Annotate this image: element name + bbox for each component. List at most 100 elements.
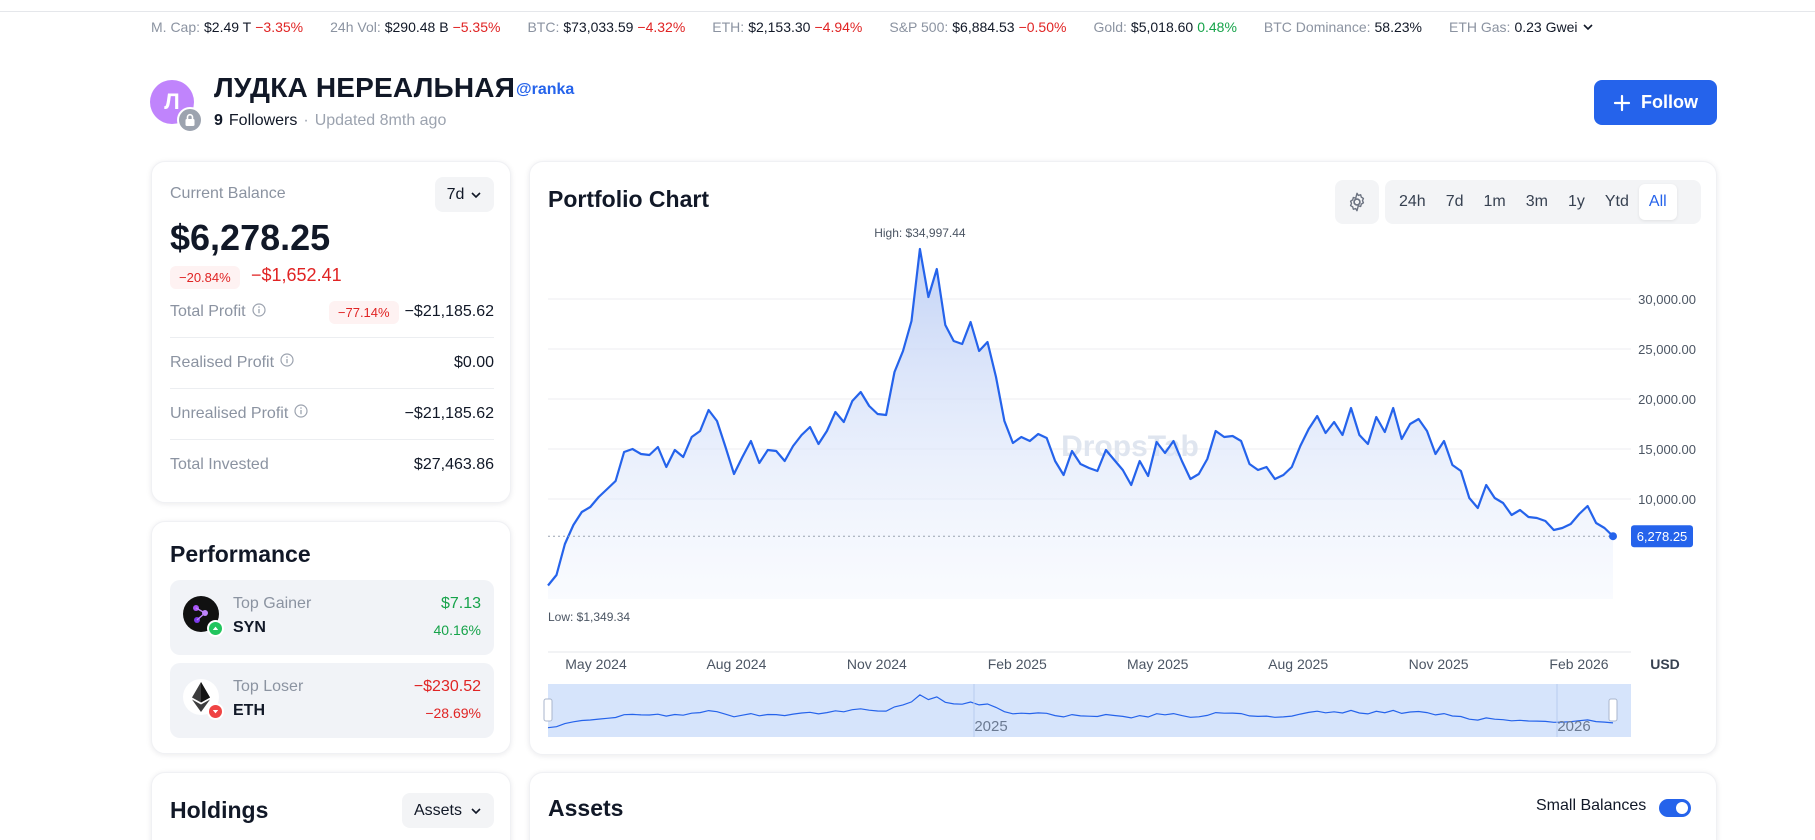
follow-button[interactable]: Follow — [1594, 80, 1717, 125]
balance-row-label-wrap: Unrealised Profit — [170, 404, 308, 423]
balance-row-value: $27,463.86 — [414, 456, 494, 474]
holdings-title: Holdings — [170, 797, 268, 824]
top-loser-pct: −28.69% — [425, 705, 481, 721]
holdings-view-value: Assets — [414, 802, 462, 820]
info-icon[interactable] — [252, 303, 266, 322]
current-balance-value: $6,278.25 — [170, 217, 330, 259]
x-tick-label: Feb 2025 — [988, 656, 1047, 672]
top-gainer-pct: 40.16% — [434, 622, 481, 638]
followers-link[interactable]: Followers — [229, 112, 297, 130]
top-gainer-value: $7.13 — [441, 595, 481, 613]
chevron-down-icon — [470, 805, 482, 817]
info-icon[interactable] — [294, 404, 308, 423]
x-tick-label: May 2025 — [1127, 656, 1189, 672]
ticker-label: Gold: — [1093, 19, 1126, 35]
ticker-change: −0.50% — [1019, 19, 1067, 35]
x-tick-label: Nov 2025 — [1409, 656, 1469, 672]
balance-row: Total Invested $27,463.86 — [170, 439, 494, 489]
navigator-year-label: 2026 — [1557, 718, 1590, 735]
ticker-label: M. Cap: — [151, 19, 200, 35]
current-value-label: 6,278.25 — [1637, 529, 1688, 544]
balance-row-label-wrap: Total Invested — [170, 456, 269, 474]
ticker-item[interactable]: ETH Gas:0.23 Gwei — [1449, 19, 1594, 35]
balance-row-label: Total Profit — [170, 303, 246, 321]
profile-handle[interactable]: @ranka — [516, 81, 574, 99]
top-gainer-label: Top Gainer — [233, 595, 311, 613]
ticker-item: S&P 500:$6,884.53 −0.50% — [889, 19, 1066, 35]
y-tick-label: 20,000.00 — [1638, 392, 1696, 407]
updated-text: Updated 8mth ago — [315, 112, 447, 130]
balance-row-values: −$21,185.62 — [405, 405, 494, 423]
x-tick-label: Feb 2026 — [1549, 656, 1608, 672]
ticker-item: BTC Dominance:58.23% — [1264, 19, 1422, 35]
plus-icon — [1613, 94, 1631, 112]
ticker-label: 24h Vol: — [330, 19, 381, 35]
avatar-letter: Л — [164, 89, 179, 115]
balance-row-value: −$21,185.62 — [405, 303, 494, 321]
balance-row-label: Total Invested — [170, 456, 269, 474]
top-loser[interactable]: Top Loser ETH −$230.52 −28.69% — [170, 663, 494, 738]
top-gainer[interactable]: Top Gainer SYN $7.13 40.16% — [170, 580, 494, 655]
balance-row-value: −$21,185.62 — [405, 405, 494, 423]
assets-title: Assets — [548, 795, 623, 822]
balance-row-label: Realised Profit — [170, 354, 274, 372]
up-arrow-icon — [207, 620, 224, 637]
portfolio-chart-card: Portfolio Chart 24h7d1m3m1yYtdAll 10,000… — [529, 161, 1717, 755]
down-arrow-icon — [207, 703, 224, 720]
ticker-label: BTC: — [527, 19, 559, 35]
navigator-year-label: 2025 — [974, 718, 1007, 735]
balance-row-label-wrap: Total Profit — [170, 303, 266, 322]
ticker-value: $5,018.60 — [1131, 19, 1193, 35]
area-fill — [548, 249, 1613, 599]
ticker-change: −3.35% — [255, 19, 303, 35]
y-tick-label: 10,000.00 — [1638, 492, 1696, 507]
balance-row-pct: −77.14% — [329, 301, 399, 324]
current-value-marker — [1609, 532, 1617, 540]
high-label: High: $34,997.44 — [874, 226, 966, 240]
small-balances-toggle[interactable] — [1659, 799, 1691, 817]
balance-row-values: $27,463.86 — [414, 456, 494, 474]
ticker-label: ETH: — [712, 19, 744, 35]
ticker-item: M. Cap:$2.49 T−3.35% — [151, 19, 303, 35]
balance-row: Realised Profit$0.00 — [170, 337, 494, 387]
current-balance-label: Current Balance — [170, 185, 286, 203]
x-tick-label: Aug 2025 — [1268, 656, 1328, 672]
currency-label: USD — [1650, 656, 1680, 672]
ticker-value: 58.23% — [1375, 19, 1422, 35]
market-ticker: M. Cap:$2.49 T−3.35% 24h Vol:$290.48 B−5.… — [151, 19, 1594, 35]
x-tick-label: May 2024 — [565, 656, 627, 672]
ticker-value: $290.48 B — [385, 19, 449, 35]
top-gainer-symbol: SYN — [233, 619, 266, 637]
ticker-label: S&P 500: — [889, 19, 948, 35]
info-icon[interactable] — [280, 353, 294, 372]
x-tick-label: Nov 2024 — [847, 656, 907, 672]
top-loser-symbol: ETH — [233, 702, 265, 720]
chevron-down-icon — [1582, 21, 1594, 33]
ticker-item: ETH:$2,153.30−4.94% — [712, 19, 862, 35]
balance-change-abs: −$1,652.41 — [251, 265, 342, 286]
profile-meta: 9 Followers · Updated 8mth ago — [214, 112, 446, 130]
ticker-item: Gold:$5,018.600.48% — [1093, 19, 1236, 35]
followers-count: 9 — [214, 112, 223, 130]
balance-row-values: −77.14% −$21,185.62 — [329, 301, 494, 324]
ticker-change: −4.32% — [637, 19, 685, 35]
meta-separator: · — [303, 112, 308, 130]
navigator-handle-left[interactable] — [544, 699, 552, 721]
y-tick-label: 25,000.00 — [1638, 342, 1696, 357]
ticker-item: 24h Vol:$290.48 B−5.35% — [330, 19, 500, 35]
portfolio-chart[interactable]: 10,000.0015,000.0020,000.0025,000.0030,0… — [530, 162, 1718, 756]
navigator-handle-right[interactable] — [1609, 699, 1617, 721]
ticker-value: $6,884.53 — [952, 19, 1014, 35]
x-tick-label: Aug 2024 — [706, 656, 766, 672]
balance-row: Total Profit −77.14% −$21,185.62 — [170, 287, 494, 337]
holdings-card: Holdings Assets — [151, 772, 511, 840]
ticker-value: $73,033.59 — [563, 19, 633, 35]
period-select[interactable]: 7d — [435, 177, 494, 212]
holdings-view-select[interactable]: Assets — [402, 793, 494, 828]
ticker-value: $2,153.30 — [748, 19, 810, 35]
ticker-label: ETH Gas: — [1449, 19, 1510, 35]
ticker-label: BTC Dominance: — [1264, 19, 1371, 35]
ticker-change: −4.94% — [814, 19, 862, 35]
chevron-down-icon — [470, 189, 482, 201]
top-loser-label: Top Loser — [233, 678, 303, 696]
